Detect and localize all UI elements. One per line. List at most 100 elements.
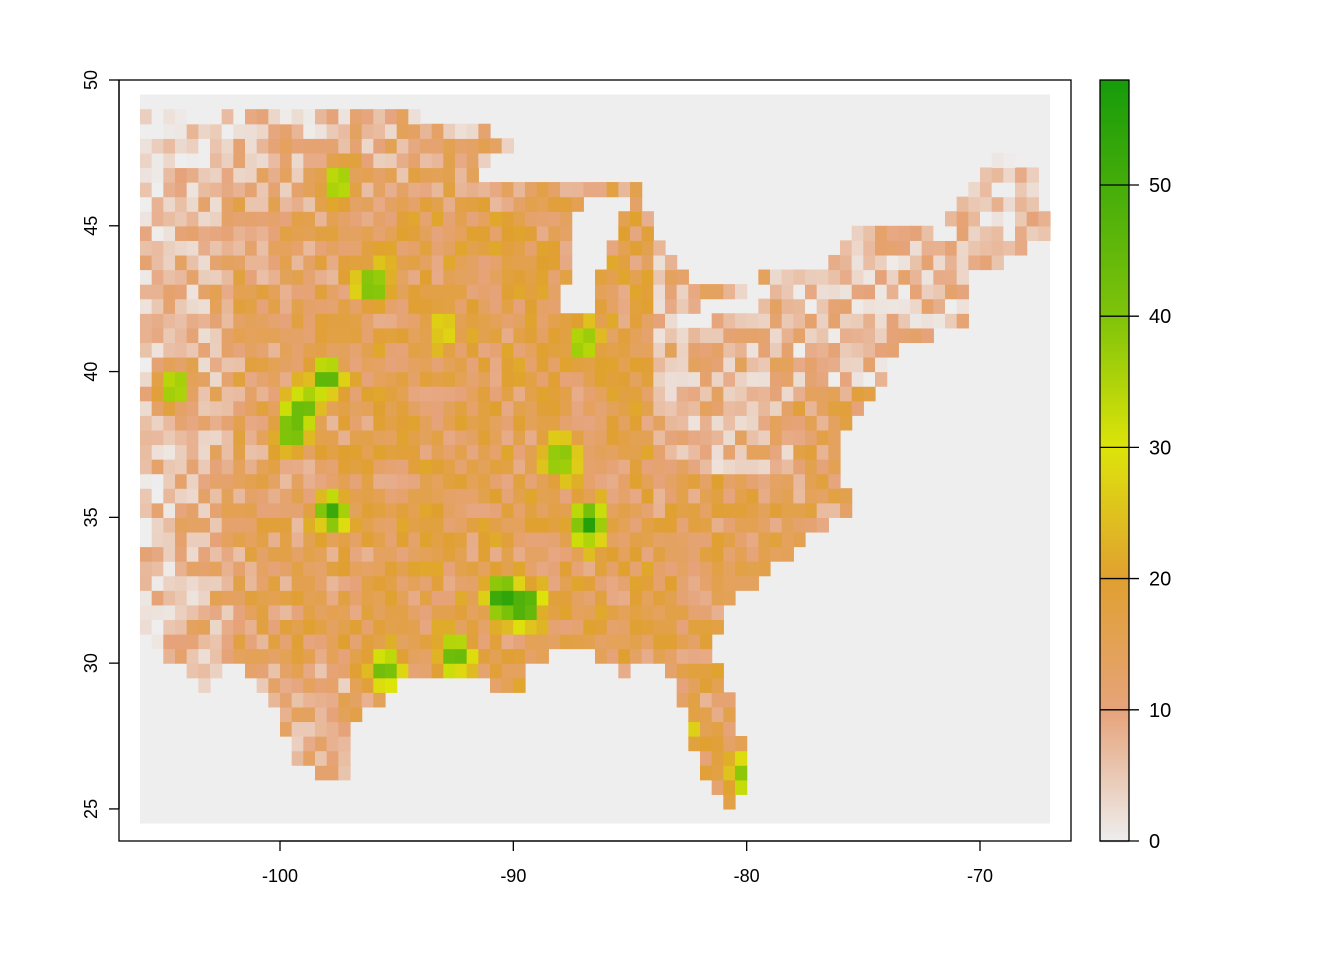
raster-cell xyxy=(630,342,643,358)
legend-gradient-band xyxy=(1100,798,1129,801)
raster-cell xyxy=(571,561,584,577)
raster-cell xyxy=(280,633,293,650)
raster-cell xyxy=(513,633,526,650)
raster-cell xyxy=(420,444,433,460)
raster-cell xyxy=(291,327,304,344)
raster-cell xyxy=(571,517,584,533)
raster-cell xyxy=(945,225,958,241)
legend-gradient-band xyxy=(1100,534,1129,537)
raster-cell xyxy=(1003,196,1016,212)
legend-gradient-band xyxy=(1100,524,1129,527)
raster-cell xyxy=(478,604,491,621)
raster-cell xyxy=(291,225,304,241)
raster-cell xyxy=(175,284,188,300)
raster-cell xyxy=(420,225,433,241)
raster-cell xyxy=(560,459,573,475)
raster-cell xyxy=(315,284,328,300)
raster-cell xyxy=(175,459,188,475)
raster-cell xyxy=(385,604,398,621)
raster-cell xyxy=(816,444,829,460)
legend-gradient-band xyxy=(1100,392,1129,395)
raster-cell xyxy=(618,590,631,606)
raster-cell xyxy=(758,473,771,489)
legend-gradient-band xyxy=(1100,134,1129,137)
legend-gradient-band xyxy=(1100,826,1129,829)
raster-cell xyxy=(221,313,234,329)
raster-cell xyxy=(595,356,608,373)
raster-cell xyxy=(653,590,666,606)
raster-cell xyxy=(210,356,223,373)
raster-cell xyxy=(793,327,806,344)
raster-cell xyxy=(396,546,409,562)
raster-cell xyxy=(758,298,771,314)
raster-cell xyxy=(186,123,199,139)
raster-cell xyxy=(268,284,281,300)
raster-cell xyxy=(175,517,188,533)
raster-cell xyxy=(361,604,374,621)
raster-cell xyxy=(525,342,538,358)
raster-cell xyxy=(618,356,631,373)
raster-cell xyxy=(921,313,934,329)
legend-gradient-band xyxy=(1100,244,1129,247)
raster-cell xyxy=(560,196,573,212)
raster-cell xyxy=(385,531,398,548)
raster-cell xyxy=(898,298,911,314)
raster-cell xyxy=(268,633,281,650)
legend-gradient-band xyxy=(1100,750,1129,753)
raster-cell xyxy=(151,313,164,329)
raster-cell xyxy=(676,371,689,387)
raster-cell xyxy=(641,211,654,227)
raster-cell xyxy=(583,531,596,548)
raster-cell xyxy=(151,415,164,431)
raster-cell xyxy=(630,269,643,285)
raster-cell xyxy=(326,619,339,635)
raster-cell xyxy=(770,400,783,416)
raster-cell xyxy=(163,502,176,518)
raster-cell xyxy=(303,225,316,241)
raster-cell xyxy=(420,284,433,300)
raster-cell xyxy=(548,633,561,650)
raster-cell xyxy=(338,371,351,387)
raster-cell xyxy=(816,284,829,300)
legend-gradient-band xyxy=(1100,276,1129,279)
raster-cell xyxy=(268,327,281,344)
raster-cell xyxy=(245,211,258,227)
legend-gradient-band xyxy=(1100,508,1129,511)
raster-cell xyxy=(280,196,293,212)
legend-gradient-band xyxy=(1100,712,1129,715)
raster-cell xyxy=(326,152,339,169)
raster-cell xyxy=(175,313,188,329)
legend-gradient-band xyxy=(1100,624,1129,627)
raster-cell xyxy=(606,386,619,402)
raster-cell xyxy=(478,254,491,271)
raster-cell xyxy=(455,123,468,139)
raster-cell xyxy=(396,371,409,387)
raster-cell xyxy=(350,692,363,708)
raster-cell xyxy=(291,750,304,766)
raster-cell xyxy=(408,604,421,621)
legend-gradient-band xyxy=(1100,778,1129,781)
raster-cell xyxy=(315,473,328,489)
raster-cell xyxy=(256,327,269,344)
raster-cell xyxy=(186,619,199,635)
raster-cell xyxy=(781,386,794,402)
raster-cell xyxy=(711,765,724,781)
legend-gradient-band xyxy=(1100,372,1129,375)
raster-cell xyxy=(175,429,188,446)
raster-cell xyxy=(723,473,736,489)
raster-cell xyxy=(793,415,806,431)
raster-cell xyxy=(326,342,339,358)
legend-tick-label: 0 xyxy=(1149,831,1160,853)
raster-cell xyxy=(478,561,491,577)
raster-cell xyxy=(595,415,608,431)
raster-cell xyxy=(595,590,608,606)
raster-cell xyxy=(350,211,363,227)
raster-cell xyxy=(793,356,806,373)
raster-cell xyxy=(443,604,456,621)
raster-cell xyxy=(653,502,666,518)
legend-gradient-band xyxy=(1100,464,1129,467)
legend-gradient-band xyxy=(1100,306,1129,309)
raster-cell xyxy=(245,182,258,198)
raster-cell xyxy=(221,444,234,460)
raster-cell xyxy=(525,488,538,504)
